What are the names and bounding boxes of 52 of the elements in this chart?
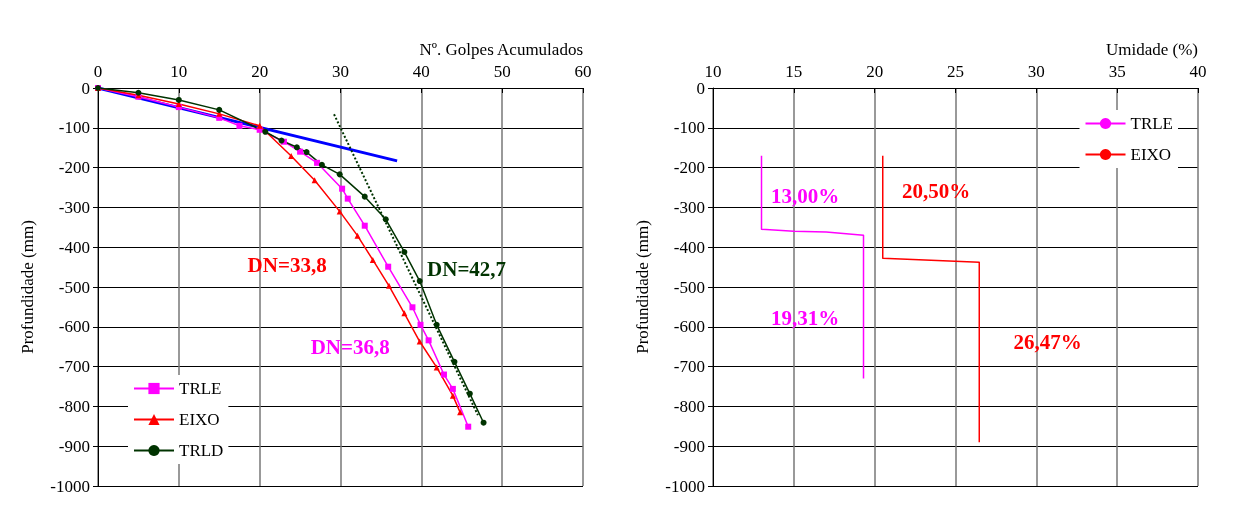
legend-label: EIXO xyxy=(179,410,220,429)
y-tick-label: -400 xyxy=(58,237,90,257)
x-axis-title: Umidade (%) xyxy=(1105,40,1198,59)
y-tick-label: -900 xyxy=(58,436,90,456)
x-tick-label: 20 xyxy=(866,62,884,81)
x-tick-label: 35 xyxy=(1108,62,1126,81)
y-tick-label: -400 xyxy=(673,237,705,257)
annotation: 19,31% xyxy=(771,306,840,331)
y-tick-label: -800 xyxy=(673,396,705,416)
y-tick-label: -500 xyxy=(673,277,705,297)
x-tick-label: 10 xyxy=(170,62,188,81)
x-axis-title: Nº. Golpes Acumulados xyxy=(419,40,583,59)
y-tick-label: -600 xyxy=(58,317,90,337)
y-tick-label: -600 xyxy=(673,317,705,337)
y-tick-label: -200 xyxy=(673,158,705,178)
y-tick-label: -800 xyxy=(58,396,90,416)
x-tick-label: 60 xyxy=(574,62,592,81)
y-tick-label: -500 xyxy=(58,277,90,297)
y-tick-label: 0 xyxy=(696,78,705,98)
annotation: DN=36,8 xyxy=(310,335,390,360)
y-tick-label: 0 xyxy=(81,78,90,98)
annotation: 13,00% xyxy=(771,184,840,209)
annotation: DN=42,7 xyxy=(427,257,507,282)
x-tick-label: 0 xyxy=(93,62,103,81)
legend-label: TRLE xyxy=(179,379,222,398)
y-tick-label: -300 xyxy=(673,197,705,217)
annotation: 20,50% xyxy=(901,179,971,204)
y-tick-label: -900 xyxy=(673,436,705,456)
x-tick-label: 30 xyxy=(332,62,349,81)
x-tick-label: 30 xyxy=(1027,62,1045,81)
annotation: 26,47% xyxy=(1013,330,1082,355)
x-tick-label: 40 xyxy=(412,62,430,81)
y-axis-title: Profundidade (mm) xyxy=(633,220,652,354)
y-tick-label: -700 xyxy=(58,357,90,377)
legend-label: EIXO xyxy=(1130,145,1172,164)
x-tick-label: 50 xyxy=(493,62,511,81)
y-tick-label: -700 xyxy=(673,357,705,377)
x-tick-label: 25 xyxy=(947,62,964,81)
y-axis-title: Profundidade (mm) xyxy=(18,220,37,354)
x-tick-label: 15 xyxy=(785,62,803,81)
x-tick-label: 10 xyxy=(704,62,722,81)
y-tick-label: -300 xyxy=(58,197,90,217)
annotation: DN=33,8 xyxy=(247,252,327,277)
y-tick-label: -100 xyxy=(58,118,90,138)
legend-label: TRLE xyxy=(1130,114,1174,133)
x-tick-label: 20 xyxy=(251,62,269,81)
y-tick-label: -1000 xyxy=(665,476,705,496)
x-tick-label: 40 xyxy=(1189,62,1207,81)
y-tick-label: -100 xyxy=(673,118,705,138)
y-tick-label: -1000 xyxy=(50,476,90,496)
y-tick-label: -200 xyxy=(58,158,90,178)
legend-label: TRLD xyxy=(179,441,224,460)
